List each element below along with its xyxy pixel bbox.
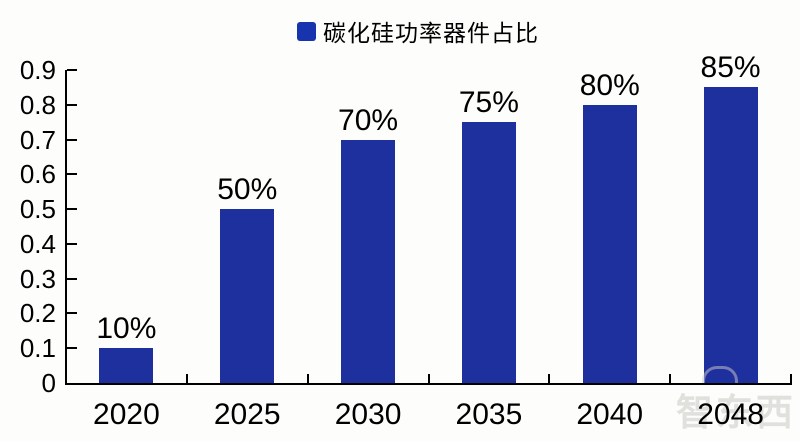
bar-value-label: 85% xyxy=(700,51,761,85)
bar xyxy=(703,87,758,383)
x-axis-label: 2020 xyxy=(93,398,160,431)
y-axis-tick xyxy=(67,69,77,71)
legend-label: 碳化硅功率器件占比 xyxy=(323,20,539,46)
bar-value-label: 80% xyxy=(579,68,640,102)
x-axis-tick xyxy=(790,374,792,383)
y-axis-tick xyxy=(67,208,77,211)
y-axis-tick-label: 0.1 xyxy=(19,333,56,364)
y-axis-tick-label: 0.9 xyxy=(19,55,56,85)
watermark: 智东西 xyxy=(676,392,796,433)
bar xyxy=(461,122,516,383)
y-axis-tick xyxy=(67,103,77,106)
y-axis-tick xyxy=(67,277,77,280)
y-axis-tick-label: 0.3 xyxy=(19,263,56,294)
y-axis-tick-label: 0.5 xyxy=(19,194,56,225)
bar-value-label: 10% xyxy=(96,312,157,346)
x-axis-label: 2025 xyxy=(213,398,281,431)
x-axis-label: 2040 xyxy=(576,398,644,431)
y-axis-tick-label: 0.8 xyxy=(19,89,56,120)
legend-marker-icon xyxy=(297,21,316,41)
x-axis-tick xyxy=(185,374,188,383)
legend: 碳化硅功率器件占比 xyxy=(297,14,539,48)
bar-value-label: 75% xyxy=(458,86,519,120)
y-axis-tick-label: 0.7 xyxy=(19,124,56,155)
y-axis-tick-label: 0.4 xyxy=(19,228,56,259)
x-axis-tick xyxy=(306,374,309,383)
bar xyxy=(341,139,396,383)
bar xyxy=(582,104,637,383)
y-axis-tick xyxy=(67,312,77,315)
y-axis-tick xyxy=(67,138,77,141)
y-axis-tick xyxy=(67,347,77,350)
x-axis-label: 2035 xyxy=(455,398,523,431)
y-axis-tick-label: 0 xyxy=(41,368,56,398)
plot-area xyxy=(65,70,792,385)
x-axis-label: 2048 xyxy=(697,398,764,431)
x-axis-label: 2030 xyxy=(334,398,402,431)
bar xyxy=(99,348,154,383)
x-axis-tick xyxy=(548,374,551,383)
y-axis-tick-label: 0.2 xyxy=(19,298,56,329)
y-axis-tick-label: 0.6 xyxy=(19,159,56,190)
x-axis-tick xyxy=(427,374,430,383)
bar-value-label: 50% xyxy=(217,173,278,207)
bar xyxy=(220,209,275,383)
x-axis-tick xyxy=(669,374,672,383)
bar-value-label: 70% xyxy=(338,103,399,137)
y-axis-tick xyxy=(67,173,77,176)
y-axis-tick xyxy=(67,242,77,245)
watermark-signal-icon xyxy=(702,366,738,383)
